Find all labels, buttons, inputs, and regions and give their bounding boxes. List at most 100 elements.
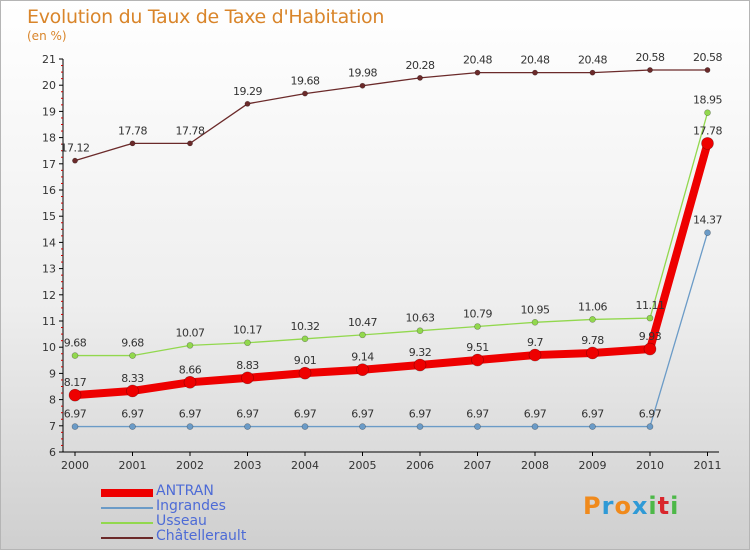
legend-swatch bbox=[101, 489, 153, 497]
data-label: 8.33 bbox=[121, 372, 144, 385]
data-point bbox=[474, 323, 481, 330]
data-label: 19.98 bbox=[348, 67, 377, 80]
x-tick-label: 2006 bbox=[406, 459, 434, 472]
data-label: 10.95 bbox=[521, 303, 550, 316]
legend-label: Ingrandes bbox=[156, 498, 226, 514]
y-tick-label: 12 bbox=[42, 289, 56, 302]
data-label: 20.58 bbox=[693, 51, 722, 64]
data-label: 6.97 bbox=[64, 408, 87, 421]
data-point bbox=[186, 423, 194, 430]
data-label: 20.58 bbox=[636, 51, 665, 64]
data-label: 9.78 bbox=[581, 334, 604, 347]
x-tick-label: 2009 bbox=[579, 459, 607, 472]
y-tick-label: 9 bbox=[49, 367, 56, 380]
y-tick-label: 20 bbox=[42, 79, 56, 92]
data-label: 17.12 bbox=[61, 142, 90, 155]
data-label: 6.97 bbox=[581, 408, 604, 421]
y-tick-label: 21 bbox=[42, 53, 56, 66]
data-point bbox=[474, 69, 481, 76]
legend-label: Châtellerault bbox=[156, 528, 247, 544]
data-point bbox=[186, 342, 194, 349]
data-label: 9.32 bbox=[409, 346, 432, 359]
x-tick-label: 2008 bbox=[521, 459, 549, 472]
x-tick-label: 2007 bbox=[464, 459, 492, 472]
data-point bbox=[647, 67, 653, 73]
series-line bbox=[75, 232, 709, 428]
data-point bbox=[298, 366, 312, 380]
data-point bbox=[244, 423, 251, 430]
data-label: 19.29 bbox=[233, 85, 262, 98]
data-point bbox=[589, 316, 596, 323]
data-point bbox=[301, 335, 309, 343]
data-point bbox=[643, 342, 657, 356]
data-point bbox=[359, 82, 366, 89]
data-point bbox=[187, 140, 193, 147]
data-point bbox=[241, 371, 254, 385]
data-label: 10.79 bbox=[463, 308, 492, 321]
data-label: 10.47 bbox=[348, 316, 377, 329]
x-tick-label: 2000 bbox=[61, 459, 89, 472]
data-label: 10.17 bbox=[233, 324, 262, 337]
data-point bbox=[531, 423, 539, 430]
data-point bbox=[183, 376, 197, 389]
data-point bbox=[646, 423, 654, 430]
data-label: 8.66 bbox=[179, 363, 202, 376]
data-point bbox=[417, 74, 423, 81]
data-point bbox=[532, 69, 538, 76]
data-label: 8.17 bbox=[64, 376, 87, 389]
data-point bbox=[356, 363, 369, 377]
y-tick-label: 15 bbox=[42, 210, 56, 223]
data-label: 17.78 bbox=[176, 124, 205, 137]
y-tick-label: 6 bbox=[49, 446, 56, 459]
data-point bbox=[646, 314, 654, 322]
x-tick-label: 2003 bbox=[234, 459, 262, 472]
data-label: 9.68 bbox=[121, 337, 144, 350]
x-tick-label: 2004 bbox=[291, 459, 319, 472]
data-point bbox=[704, 229, 711, 237]
data-point bbox=[471, 353, 484, 367]
data-point bbox=[701, 137, 714, 150]
data-point bbox=[71, 352, 79, 359]
data-label: 10.32 bbox=[291, 320, 320, 333]
data-point bbox=[72, 157, 78, 164]
data-point bbox=[586, 346, 599, 360]
data-label: 9.14 bbox=[351, 351, 374, 364]
data-point bbox=[126, 384, 139, 398]
data-label: 11.11 bbox=[636, 299, 665, 312]
data-point bbox=[589, 69, 596, 76]
y-tick-label: 11 bbox=[42, 315, 56, 328]
x-tick-label: 2011 bbox=[694, 459, 722, 472]
data-point bbox=[359, 423, 366, 430]
chart-subtitle: (en %) bbox=[27, 29, 67, 43]
data-point bbox=[474, 423, 481, 430]
data-label: 6.97 bbox=[236, 408, 259, 421]
data-point bbox=[68, 388, 82, 402]
y-tick-label: 18 bbox=[42, 132, 56, 145]
data-point bbox=[129, 352, 136, 359]
y-tick-label: 10 bbox=[42, 341, 56, 354]
data-point bbox=[301, 423, 309, 430]
legend-label: ANTRAN bbox=[156, 483, 214, 499]
y-tick-label: 8 bbox=[49, 394, 56, 407]
data-label: 17.78 bbox=[118, 124, 147, 137]
data-label: 20.28 bbox=[406, 59, 435, 72]
data-point bbox=[129, 140, 136, 147]
data-label: 6.97 bbox=[409, 408, 432, 421]
data-label: 6.97 bbox=[351, 408, 374, 421]
data-point bbox=[413, 358, 427, 372]
data-label: 6.97 bbox=[179, 408, 202, 421]
proxiti-logo: Proxiti bbox=[583, 492, 680, 520]
data-point bbox=[244, 100, 251, 107]
data-label: 6.97 bbox=[639, 408, 662, 421]
data-label: 6.97 bbox=[466, 408, 489, 421]
data-point bbox=[244, 339, 251, 347]
series-line bbox=[74, 142, 712, 400]
data-point bbox=[71, 423, 79, 430]
data-point bbox=[704, 109, 711, 117]
y-tick-label: 13 bbox=[42, 263, 56, 276]
data-label: 9.01 bbox=[294, 354, 317, 367]
data-label: 8.83 bbox=[236, 359, 259, 372]
data-point bbox=[416, 327, 424, 334]
data-point bbox=[416, 423, 424, 430]
